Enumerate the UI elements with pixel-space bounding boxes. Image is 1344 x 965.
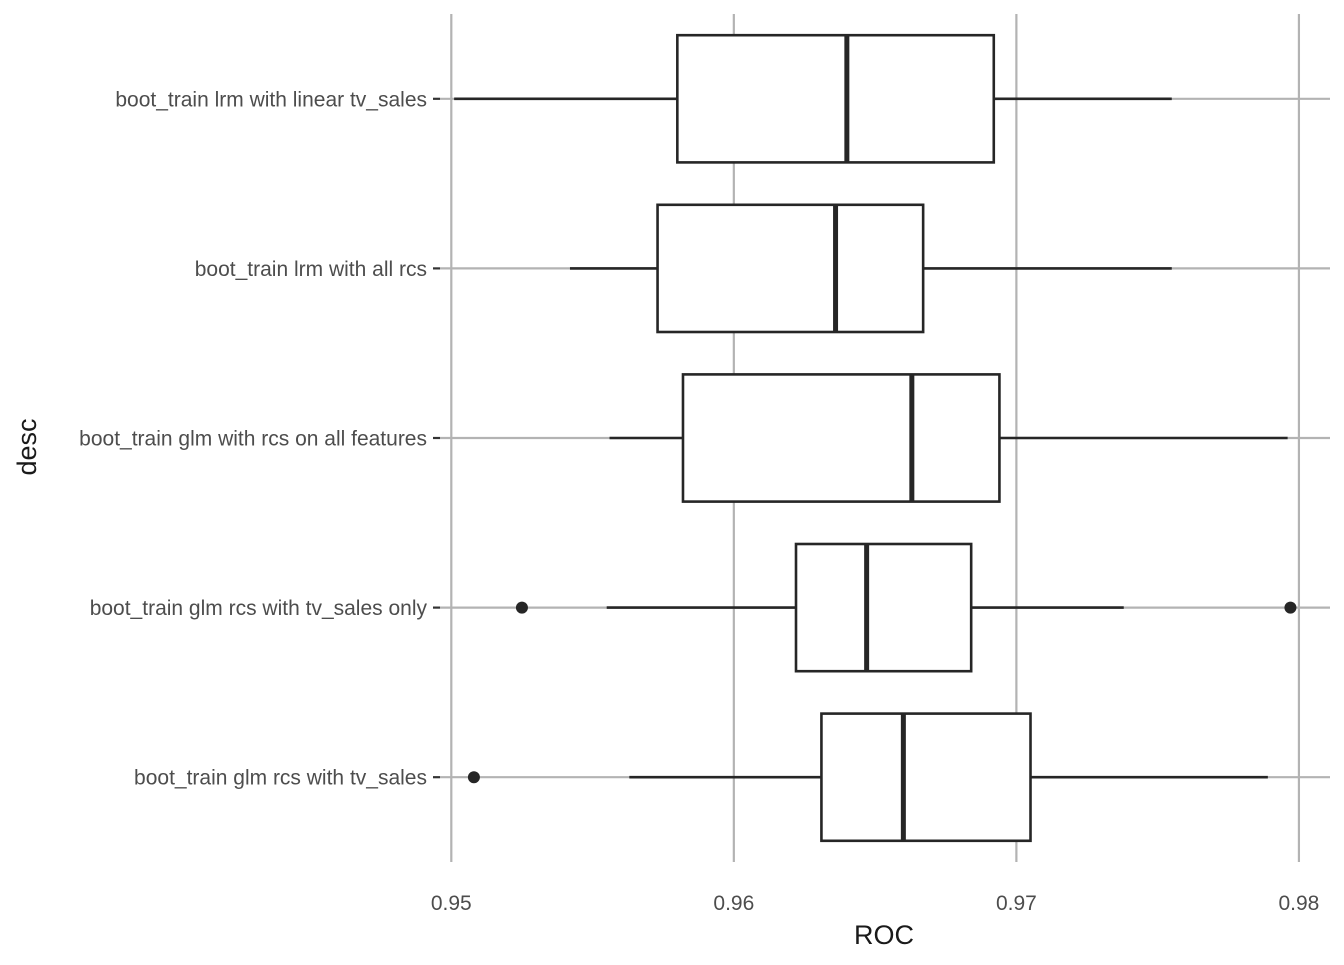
outlier-point <box>515 601 528 614</box>
box-iqr <box>676 33 996 164</box>
x-axis-ticks: 0.95 0.96 0.97 0.98 <box>431 892 1319 915</box>
y-tick-label: boot_train glm with rcs on all features <box>79 428 427 451</box>
y-axis-title: desc <box>12 418 42 475</box>
x-tick-label: 0.95 <box>431 892 472 915</box>
box-group <box>609 373 1288 503</box>
outlier-point <box>467 771 480 784</box>
y-tick-label: boot_train lrm with linear tv_sales <box>115 88 427 111</box>
box-group <box>454 33 1172 164</box>
y-tick-label: boot_train glm rcs with tv_sales only <box>90 597 428 620</box>
x-tick-label: 0.96 <box>713 892 754 915</box>
outlier-point <box>1284 601 1297 614</box>
x-tick-label: 0.98 <box>1278 892 1319 915</box>
box-group <box>569 203 1172 334</box>
box-group <box>467 712 1268 843</box>
box-iqr <box>681 373 1001 503</box>
y-tick-label: boot_train lrm with all rcs <box>195 258 427 281</box>
box-iqr <box>794 542 973 673</box>
y-tick-label: boot_train glm rcs with tv_sales <box>134 767 427 790</box>
box-group <box>515 542 1297 673</box>
box-iqr <box>820 712 1032 843</box>
box-iqr <box>656 203 925 334</box>
x-axis-title: ROC <box>854 920 914 950</box>
y-axis-ticks: boot_train lrm with linear tv_sales boot_… <box>79 88 440 790</box>
x-tick-label: 0.97 <box>996 892 1037 915</box>
box-layer <box>454 33 1297 843</box>
